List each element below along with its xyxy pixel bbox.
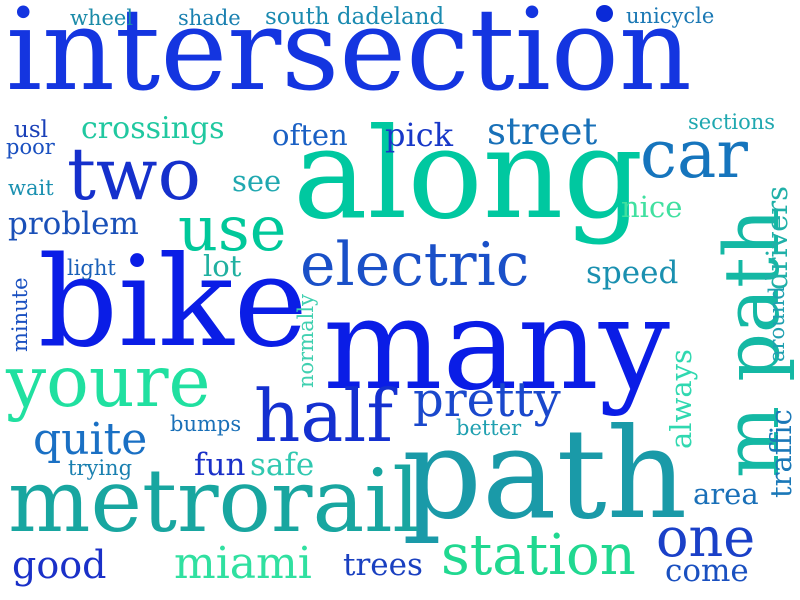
word-around: around (765, 286, 789, 362)
word-trees: trees (343, 547, 423, 583)
word-light: light (67, 256, 116, 280)
word-safe: safe (250, 447, 315, 483)
word-traffic: traffic (764, 409, 798, 498)
word-see: see (232, 164, 282, 198)
word-good: good (12, 543, 107, 587)
word-quite: quite (33, 414, 148, 465)
word-lot: lot (203, 249, 242, 283)
word-path: path (402, 402, 688, 547)
word-many: many (323, 271, 670, 418)
word-normally: normally (294, 294, 318, 388)
word-poor: poor (6, 135, 55, 159)
word-pretty: pretty (413, 372, 561, 428)
word-bike: bike (38, 230, 308, 375)
word-unicycle: unicycle (626, 4, 715, 28)
word-wait: wait (8, 176, 54, 200)
word-intersection: intersection (6, 0, 692, 116)
word-nice: nice (621, 190, 683, 224)
word-speed: speed (586, 255, 679, 291)
word-sections: sections (688, 110, 776, 134)
word-better: better (456, 416, 522, 440)
word-problem: problem (8, 206, 139, 242)
word-always: always (664, 349, 698, 449)
dot-mark (596, 5, 613, 22)
word-fun: fun (194, 447, 246, 483)
word-one: one (656, 506, 756, 569)
word-shade: shade (178, 6, 241, 30)
word-pick: pick (385, 116, 454, 154)
word-drivers: drivers (760, 186, 794, 290)
word-metrorail: metrorail (8, 450, 421, 552)
word-use: use (178, 192, 287, 265)
word-usl: usl (14, 117, 48, 143)
word-car: car (640, 116, 748, 193)
word-along: along (293, 102, 644, 247)
word-area: area (693, 477, 759, 511)
word-come: come (665, 553, 749, 589)
word-crossings: crossings (81, 111, 225, 146)
word-wheel: wheel (70, 6, 134, 30)
word-electric: electric (300, 230, 530, 300)
word-minute: minute (8, 277, 32, 352)
word-trying: trying (68, 456, 133, 480)
word-often: often (272, 118, 348, 152)
word-bumps: bumps (170, 412, 242, 436)
word-street: street (487, 110, 598, 153)
word-youre: youre (6, 340, 211, 423)
word-miami: miami (174, 538, 312, 589)
word-station: station (441, 523, 636, 588)
word-half: half (254, 374, 393, 458)
word-two: two (67, 132, 201, 216)
word-south-dadeland: south dadeland (265, 4, 445, 30)
